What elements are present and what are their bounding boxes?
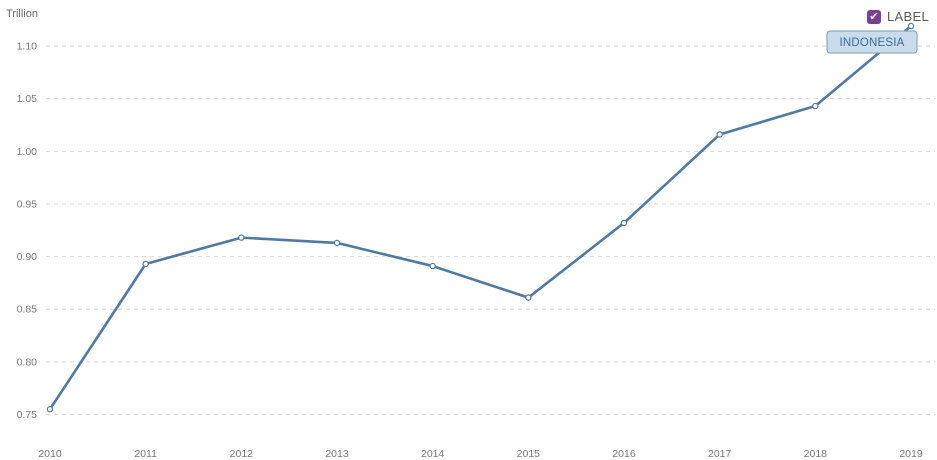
x-tick-label: 2016	[612, 448, 636, 460]
series-line	[48, 24, 913, 411]
label-toggle[interactable]: ✔ LABEL	[867, 9, 929, 24]
label-checkbox-checked-icon[interactable]: ✔	[867, 9, 882, 24]
label-toggle-text: LABEL	[887, 9, 929, 24]
y-axis-unit-label: Trillion	[6, 8, 38, 20]
data-point[interactable]	[907, 22, 915, 30]
y-tick-label: 0.75	[17, 409, 38, 421]
x-tick-label: 2010	[38, 448, 62, 460]
data-point[interactable]	[620, 219, 628, 227]
x-tick-label: 2013	[325, 448, 349, 460]
data-point[interactable]	[238, 234, 245, 241]
data-point[interactable]	[333, 239, 341, 247]
y-tick-label: 0.85	[17, 304, 38, 316]
y-tick-label: 1.05	[17, 93, 38, 105]
data-point[interactable]	[716, 131, 723, 138]
x-tick-label: 2012	[230, 448, 254, 460]
x-tick-label: 2018	[804, 448, 828, 460]
y-tick-label: 1.10	[17, 41, 38, 53]
y-tick-label: 0.90	[17, 251, 38, 263]
x-tick-label: 2015	[517, 448, 541, 460]
x-tick-label: 2017	[708, 448, 732, 460]
x-tick-label: 2011	[134, 448, 157, 460]
y-tick-label: 1.00	[17, 146, 38, 158]
data-point[interactable]	[812, 102, 819, 110]
series-name-tag-box	[826, 30, 918, 54]
y-tick-label: 0.95	[17, 198, 38, 210]
x-tick-label: 2014	[421, 448, 445, 460]
series-name-tag: INDONESIA	[826, 30, 918, 54]
y-tick-label: 0.80	[17, 356, 38, 368]
data-point[interactable]	[525, 294, 532, 301]
data-point[interactable]	[46, 406, 54, 413]
data-point[interactable]	[142, 260, 149, 268]
data-point[interactable]	[429, 262, 436, 270]
series-name-label: INDONESIA	[839, 37, 904, 49]
x-tick-label: 2019	[899, 448, 923, 460]
